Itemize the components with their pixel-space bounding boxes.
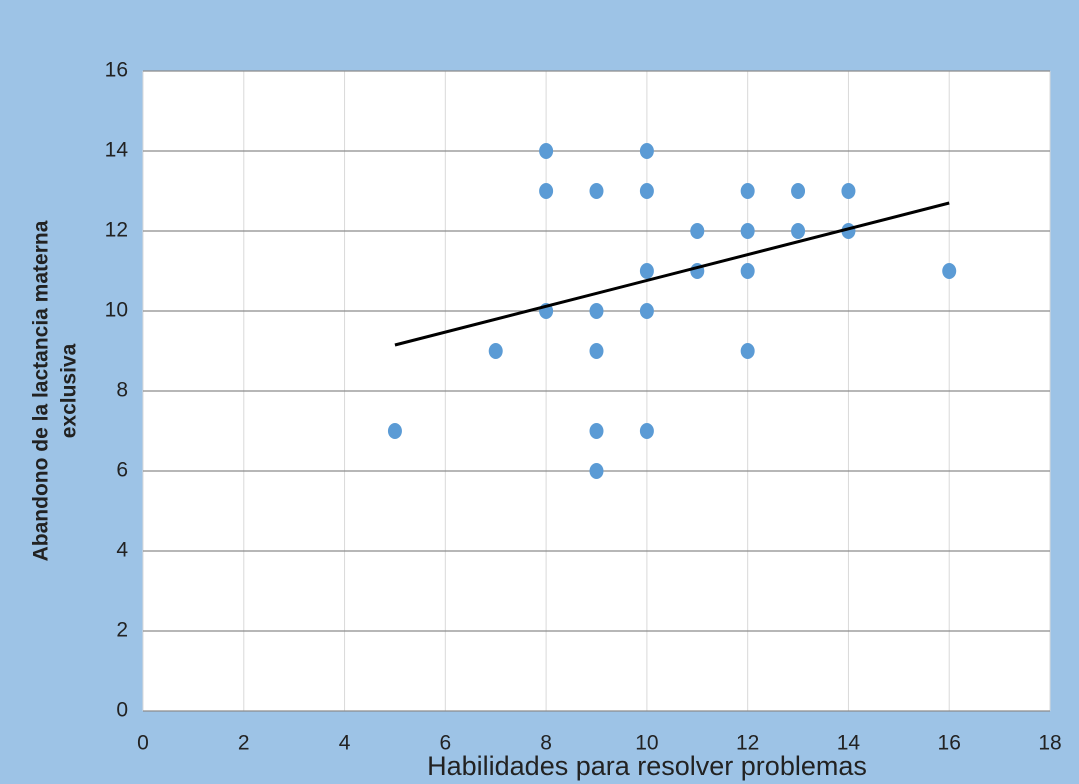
- point: [841, 183, 856, 199]
- point: [639, 183, 654, 199]
- x-tick-label: 16: [938, 732, 961, 755]
- y-tick-label: 4: [116, 539, 128, 562]
- point: [639, 143, 654, 159]
- x-tick-label: 12: [736, 732, 759, 755]
- point: [690, 223, 705, 239]
- point: [639, 303, 654, 319]
- point: [589, 183, 604, 199]
- point: [791, 183, 806, 199]
- point: [387, 423, 402, 439]
- x-tick-label: 0: [137, 732, 149, 755]
- y-axis-title: Abandono de la lactancia materna exclusi…: [30, 220, 81, 561]
- y-tick-label: 0: [116, 699, 128, 722]
- point: [740, 183, 755, 199]
- y-axis-title-line: Abandono de la lactancia materna: [30, 220, 53, 561]
- point: [740, 343, 755, 359]
- point: [740, 223, 755, 239]
- x-axis-title: Habilidades para resolver problemas: [427, 751, 867, 781]
- point: [488, 343, 503, 359]
- y-axis-title-line: exclusiva: [58, 343, 81, 438]
- x-tick-label: 8: [540, 732, 552, 755]
- x-tick-label: 14: [837, 732, 861, 755]
- point: [589, 303, 604, 319]
- y-tick-label: 10: [105, 299, 128, 322]
- trendline: [394, 201, 950, 347]
- point: [539, 183, 554, 199]
- y-tick-label: 6: [116, 459, 128, 482]
- x-tick-label: 18: [1038, 732, 1061, 755]
- point: [589, 423, 604, 439]
- point: [539, 143, 554, 159]
- x-tick-label: 4: [339, 732, 351, 755]
- point: [740, 263, 755, 279]
- y-tick-label: 8: [116, 379, 128, 402]
- point: [589, 463, 604, 479]
- point: [639, 423, 654, 439]
- y-tick-label: 2: [116, 619, 128, 642]
- x-tick-label: 2: [238, 732, 250, 755]
- point: [589, 343, 604, 359]
- y-tick-label: 14: [105, 139, 129, 162]
- x-tick-label: 10: [635, 732, 658, 755]
- point: [639, 263, 654, 279]
- y-tick-label: 16: [105, 59, 128, 82]
- y-tick-label: 12: [105, 219, 128, 242]
- x-tick-label: 6: [439, 732, 451, 755]
- point: [942, 263, 957, 279]
- point: [791, 223, 806, 239]
